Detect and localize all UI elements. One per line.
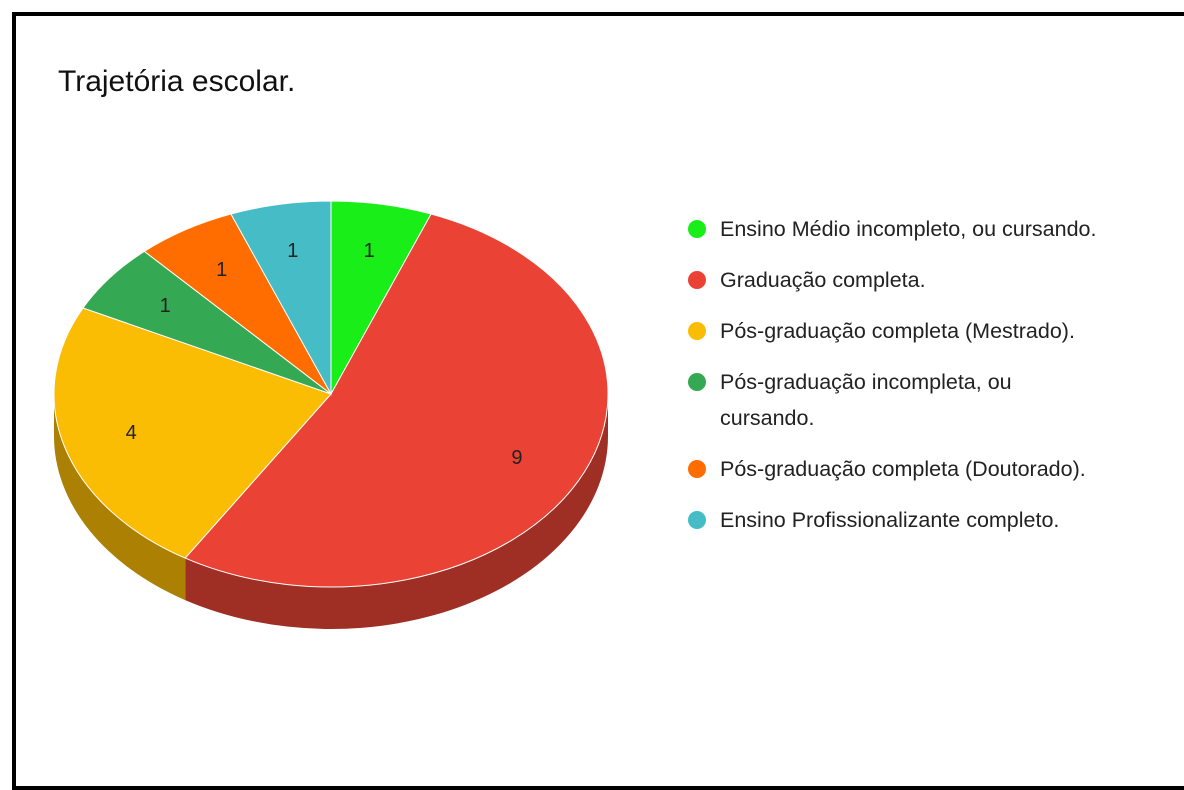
- legend-label: Pós-graduação incompleta, ou cursando.: [720, 370, 1012, 430]
- chart-title: Trajetória escolar.: [58, 65, 295, 98]
- legend-item: Ensino Profissionalizante completo.: [688, 502, 1097, 538]
- legend-swatch: [688, 271, 706, 289]
- legend-label: Pós-graduação completa (Doutorado).: [720, 457, 1086, 481]
- legend-label: Ensino Médio incompleto, ou cursando.: [720, 217, 1097, 241]
- legend-label: Ensino Profissionalizante completo.: [720, 508, 1060, 532]
- legend-item: Pós-graduação completa (Mestrado).: [688, 313, 1097, 349]
- legend: Ensino Médio incompleto, ou cursando. Gra…: [688, 211, 1097, 553]
- data-label: 9: [511, 447, 522, 469]
- slice: [230, 200, 332, 396]
- legend-label: Graduação completa.: [720, 268, 926, 292]
- slice: [184, 213, 609, 588]
- data-label: 1: [287, 240, 298, 262]
- data-label: 1: [216, 259, 227, 281]
- legend-swatch: [688, 460, 706, 478]
- legend-item: Pós-graduação completa (Doutorado).: [688, 451, 1097, 487]
- data-label: 1: [364, 240, 375, 262]
- legend-item: Pós-graduação incompleta, ou cursando.: [688, 364, 1097, 436]
- legend-item: Graduação completa.: [688, 262, 1097, 298]
- legend-swatch: [688, 373, 706, 391]
- data-label: 4: [126, 422, 137, 444]
- legend-label: Pós-graduação completa (Mestrado).: [720, 319, 1075, 343]
- legend-item: Ensino Médio incompleto, ou cursando.: [688, 211, 1097, 247]
- legend-swatch: [688, 322, 706, 340]
- slice-side: [54, 394, 186, 601]
- data-label: 1: [160, 295, 171, 317]
- legend-swatch: [688, 511, 706, 529]
- slice-side: [185, 394, 608, 629]
- legend-swatch: [688, 220, 706, 238]
